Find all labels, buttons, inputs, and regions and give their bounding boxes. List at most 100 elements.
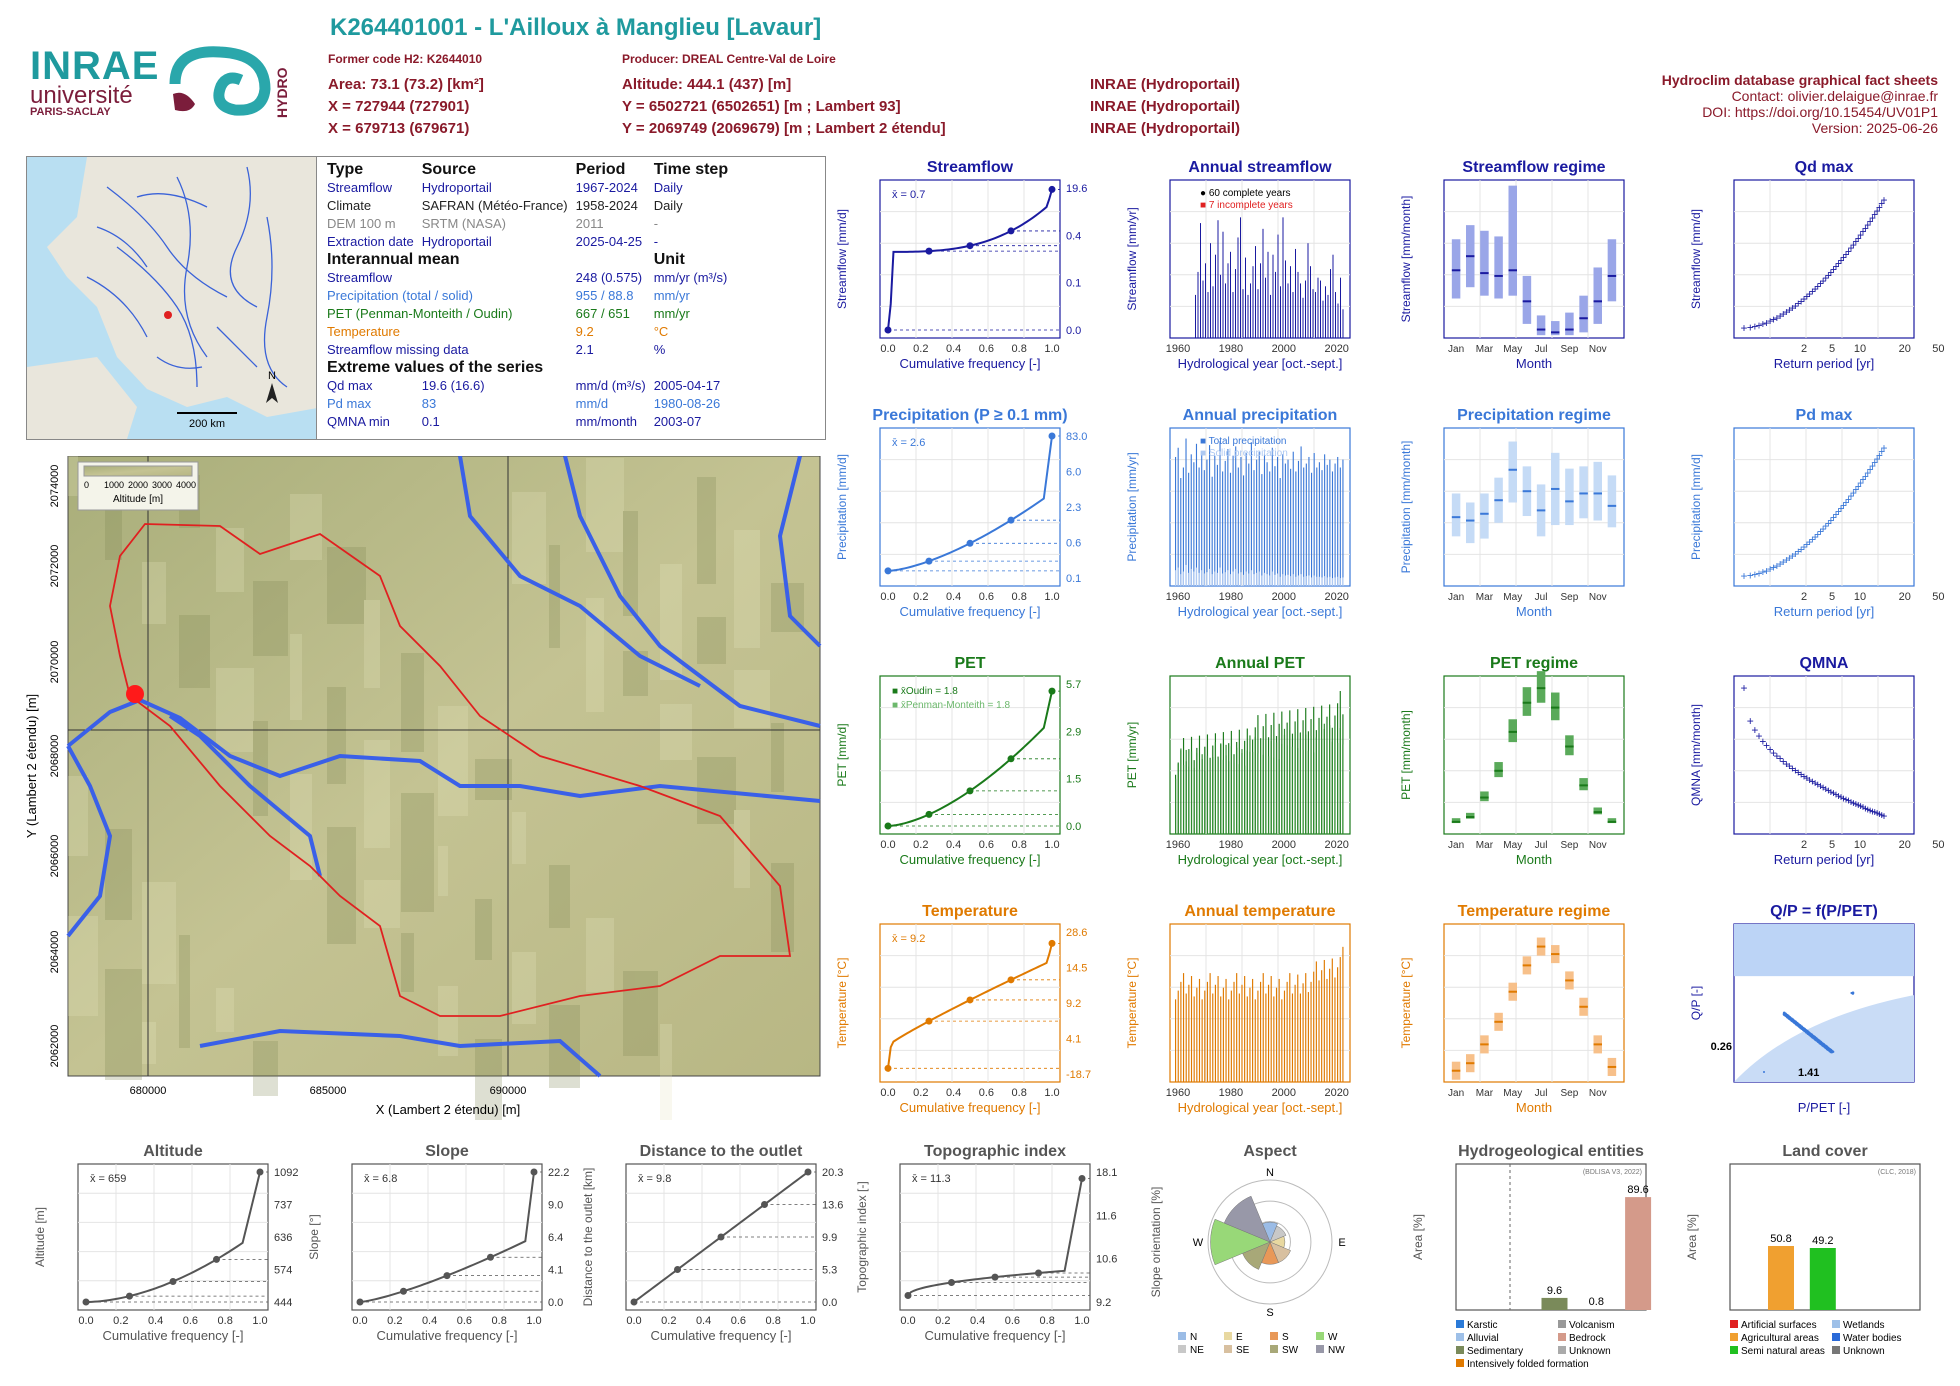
- data-point: +: [1825, 268, 1832, 282]
- right-tick: 28.6: [1066, 927, 1087, 939]
- data-label: 49.2: [1812, 1235, 1833, 1247]
- x-tick: 0.6: [183, 1315, 198, 1327]
- data-point: +: [1755, 729, 1762, 743]
- bar: [1248, 463, 1250, 586]
- regime-box: [1551, 692, 1560, 721]
- right-tick: 0.0: [548, 1297, 563, 1309]
- legend-item: Karstic: [1467, 1320, 1498, 1331]
- data-point: +: [1878, 445, 1885, 459]
- x-tick: 0.4: [946, 591, 961, 603]
- x-tick: 50: [1932, 591, 1944, 603]
- x-tick: 0.6: [979, 1087, 994, 1099]
- chart-title: Hydrogeological entities: [1458, 1143, 1644, 1160]
- data-point: +: [1843, 792, 1850, 806]
- bar-secondary: [1185, 749, 1187, 834]
- x-tick: May: [1503, 592, 1522, 603]
- bar-secondary: [1321, 738, 1323, 834]
- legend-tick: 2000: [128, 480, 148, 490]
- x-tick: 0.8: [218, 1315, 233, 1327]
- right-tick: 9.0: [548, 1200, 563, 1212]
- legend-swatch: [1730, 1346, 1738, 1354]
- bar-secondary: [1201, 570, 1203, 586]
- data-point: [1850, 991, 1853, 994]
- data-point: +: [1786, 303, 1793, 317]
- relief-patch: [179, 615, 210, 688]
- bar: [1182, 467, 1184, 586]
- x-axis-label: Hydrological year [oct.-sept.]: [1178, 852, 1343, 867]
- col-period: Period: [575, 161, 626, 178]
- plot-area: [1733, 427, 1915, 587]
- bar: [1297, 271, 1299, 338]
- data-point: +: [1845, 794, 1852, 808]
- relief-patch: [660, 1024, 672, 1120]
- bar-secondary: [1211, 574, 1213, 586]
- chart-title: Streamflow regime: [1462, 159, 1605, 176]
- x-axis-label: Cumulative frequency [-]: [925, 1328, 1066, 1343]
- x-tick: 1980: [1219, 343, 1243, 355]
- right-tick: 11.6: [1096, 1210, 1117, 1222]
- bar: [1307, 243, 1309, 338]
- bar-secondary: [1326, 740, 1328, 834]
- data-point: +: [1798, 542, 1805, 556]
- x-tick: Sep: [1561, 344, 1579, 355]
- cell: Streamflow: [327, 270, 393, 285]
- chart-title: Annual streamflow: [1188, 159, 1332, 176]
- bar: [1331, 958, 1333, 1082]
- x-tick: Mar: [1476, 592, 1494, 603]
- producer: Producer: DREAL Centre-Val de Loire: [622, 52, 836, 66]
- chart-qp_ppet: Q/P = f(P/PET) P/PET [-] Q/P [-] 0.26 1.41: [1689, 903, 1915, 1115]
- x-axis-label: Hydrological year [oct.-sept.]: [1178, 1100, 1343, 1115]
- bar-secondary: [1204, 770, 1206, 834]
- y-axis-label: Streamflow [mm/d]: [1689, 209, 1703, 309]
- bar-secondary: [1180, 748, 1182, 834]
- x-tick: 0.8: [766, 1315, 781, 1327]
- relief-patch: [475, 759, 512, 800]
- bar-secondary: [1196, 752, 1198, 834]
- x-tick: 0.2: [113, 1315, 128, 1327]
- relief-patch: [364, 880, 400, 928]
- bar: [1327, 294, 1329, 338]
- bar: [1244, 976, 1246, 1082]
- bar: [1214, 984, 1216, 1082]
- bar: [1257, 990, 1259, 1082]
- bar: [1335, 292, 1336, 338]
- y-axis-label: Temperature [°C]: [835, 958, 849, 1049]
- legend-tick: 3000: [152, 480, 172, 490]
- data-point: [1805, 1031, 1808, 1034]
- legend-item: ■ x̄Penman-Monteith = 1.8: [892, 700, 1010, 711]
- data-point: +: [1763, 564, 1770, 578]
- data-point: +: [1814, 279, 1821, 293]
- data-point: +: [1798, 294, 1805, 308]
- bar: [1299, 993, 1301, 1082]
- cell: Qd max: [327, 378, 373, 393]
- bar-secondary: [1175, 778, 1177, 834]
- data-point: +: [1869, 211, 1876, 225]
- right-tick: 1.5: [1066, 774, 1081, 786]
- bar: [1238, 993, 1240, 1082]
- x-tick: May: [1503, 840, 1522, 851]
- data-point: +: [1862, 801, 1869, 815]
- relief-patch: [734, 810, 750, 888]
- data-point: +: [1777, 309, 1784, 323]
- bar: [1261, 474, 1263, 586]
- bar: [1202, 280, 1204, 338]
- bar: [1290, 266, 1291, 338]
- bar-secondary: [1250, 570, 1252, 586]
- legend-swatch: [1558, 1346, 1566, 1354]
- bar: [1342, 946, 1344, 1082]
- x-tick: Jan: [1448, 840, 1464, 851]
- y-axis-label: PET [mm/yr]: [1125, 722, 1139, 788]
- bar-secondary: [1175, 570, 1177, 586]
- y-axis-label: Temperature [°C]: [1125, 958, 1139, 1049]
- data-point: [1818, 1042, 1821, 1045]
- plot-area: [879, 675, 1061, 835]
- data-point: +: [1740, 321, 1747, 335]
- y-tick: 2062000: [49, 1025, 61, 1068]
- page-title: K264401001 - L'Ailloux à Manglieu [Lavau…: [330, 14, 822, 41]
- relief-patch: [290, 634, 302, 720]
- y-axis-label: Distance to the outlet [km]: [581, 1168, 595, 1307]
- y-axis-label: Temperature [°C]: [1399, 958, 1413, 1049]
- x-tick: 5: [1829, 343, 1835, 355]
- x-tick: 2020: [1324, 591, 1348, 603]
- chart-pet_regime: PET regime Month PET [mm/month] Jan Mar May Ju…: [1399, 655, 1625, 867]
